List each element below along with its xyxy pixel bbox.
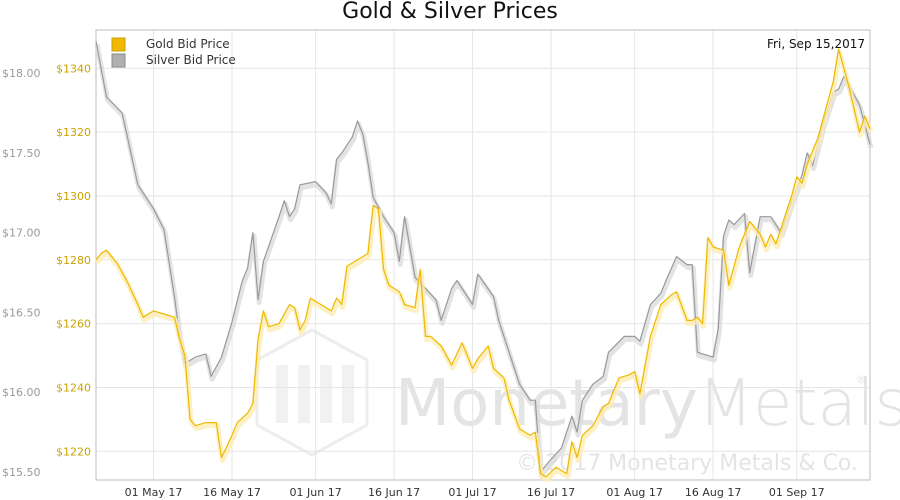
y-right-tick-label: $1300	[56, 190, 91, 203]
legend-swatch-gold	[111, 37, 126, 52]
gold-series-line	[95, 48, 871, 478]
series-layer	[94, 41, 874, 483]
legend-swatch-silver	[111, 53, 126, 68]
y-right-tick-label: $1320	[56, 126, 91, 139]
y-left-tick-label: $17.00	[2, 227, 41, 240]
silver-series-shadow	[94, 43, 874, 478]
y-right-tick-label: $1220	[56, 445, 91, 458]
watermark-brand: MonetaryMetals	[395, 367, 900, 441]
y-right-tick-label: $1240	[56, 381, 91, 394]
x-tick-label: 16 May 17	[203, 486, 261, 499]
x-tick-label: 01 May 17	[125, 486, 183, 499]
y-left-tick-label: $16.50	[2, 306, 41, 319]
watermark: MonetaryMetals ® © 2017 Monetary Metals …	[255, 328, 900, 476]
x-tick-label: 16 Aug 17	[685, 486, 741, 499]
legend-label-gold: Gold Bid Price	[146, 37, 230, 51]
watermark-logo-icon	[255, 328, 369, 457]
legend: Gold Bid Price Silver Bid Price	[111, 37, 236, 68]
x-tick-label: 01 Sep 17	[769, 486, 825, 499]
chart-title: Gold & Silver Prices	[342, 0, 558, 24]
y-right-tick-label: $1280	[56, 254, 91, 267]
x-tick-label: 01 Jun 17	[290, 486, 342, 499]
x-tick-label: 01 Jul 17	[448, 486, 496, 499]
legend-label-silver: Silver Bid Price	[146, 53, 236, 67]
x-tick-label: 16 Jul 17	[527, 486, 575, 499]
silver-series-line	[95, 41, 871, 473]
y-left-tick-label: $15.50	[2, 466, 41, 479]
y-right-tick-label: $1260	[56, 318, 91, 331]
y-left-tick-label: $16.00	[2, 386, 41, 399]
x-tick-label: 16 Jun 17	[368, 486, 420, 499]
plot-frame	[95, 29, 871, 481]
y-left-tick-label: $17.50	[2, 147, 41, 160]
axes: 01 May 17 16 May 17 01 Jun 17 16 Jun 17 01 J…	[2, 62, 825, 499]
y-right-tick-label: $1340	[56, 62, 91, 75]
x-tick-label: 01 Aug 17	[606, 486, 662, 499]
date-label: Fri, Sep 15,2017	[767, 37, 865, 51]
svg-text:®: ®	[856, 373, 867, 386]
gold-series-shadow	[95, 49, 874, 483]
y-left-tick-label: $18.00	[2, 67, 41, 80]
